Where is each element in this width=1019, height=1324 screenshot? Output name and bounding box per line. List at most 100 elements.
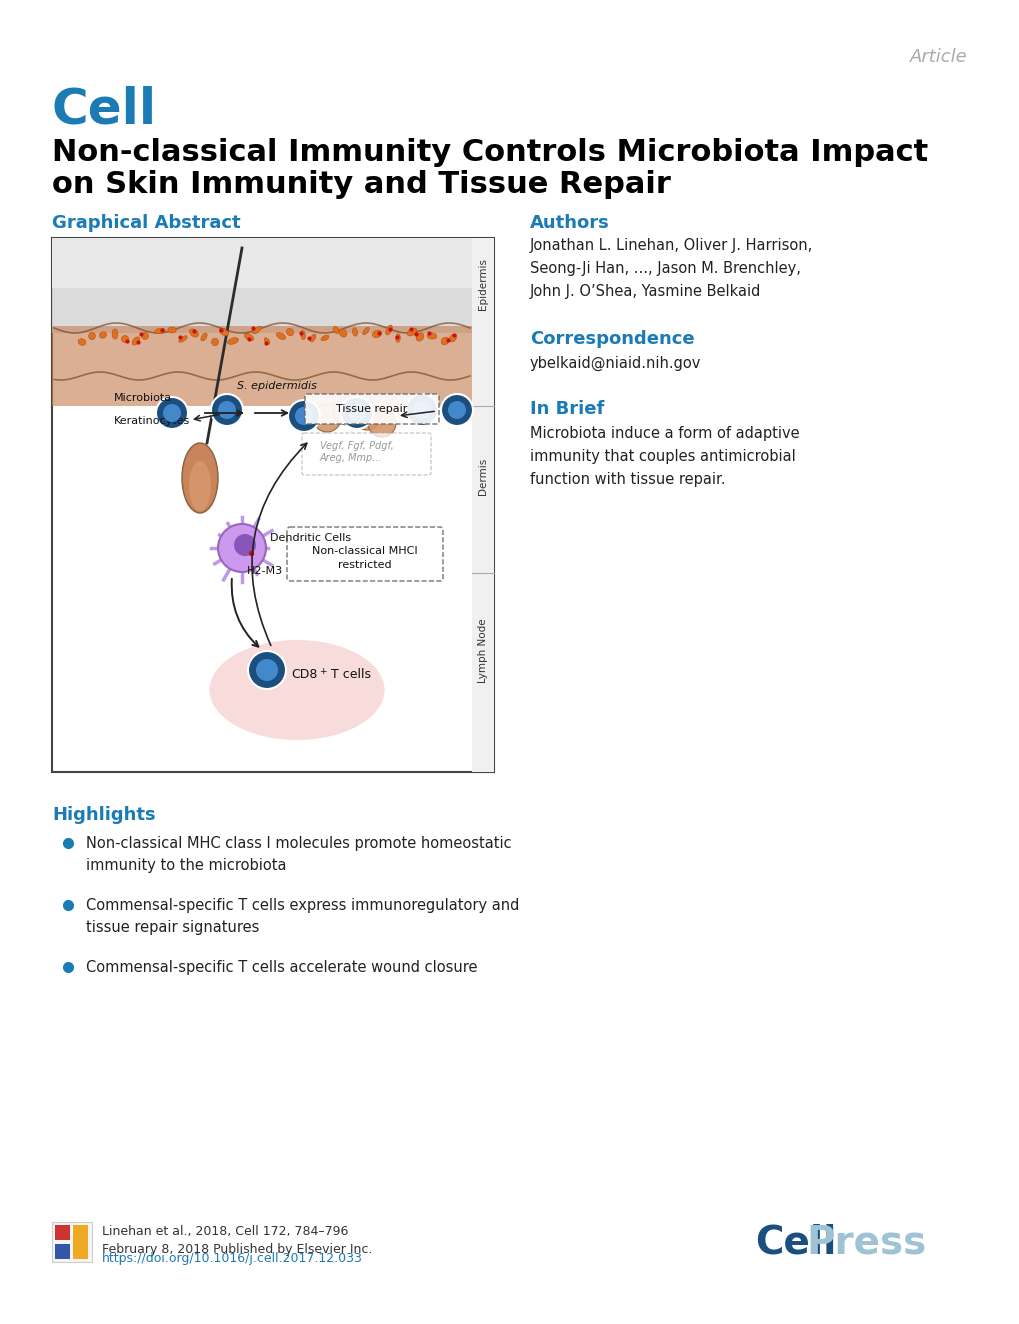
Circle shape	[413, 401, 431, 418]
Ellipse shape	[416, 332, 424, 342]
Text: Dendritic Cells: Dendritic Cells	[270, 534, 351, 543]
Text: Linehan et al., 2018, Cell 172, 784–796
February 8, 2018 Published by Elsevier I: Linehan et al., 2018, Cell 172, 784–796 …	[102, 1225, 372, 1256]
Text: Non-classical MHCI
restricted: Non-classical MHCI restricted	[312, 545, 418, 571]
FancyBboxPatch shape	[472, 238, 493, 772]
Ellipse shape	[264, 338, 270, 344]
Ellipse shape	[112, 328, 118, 339]
Ellipse shape	[99, 332, 106, 338]
Text: Article: Article	[909, 48, 967, 66]
Text: Lymph Node: Lymph Node	[478, 618, 487, 683]
Circle shape	[313, 404, 340, 432]
Ellipse shape	[353, 328, 357, 336]
Text: Press: Press	[805, 1223, 925, 1260]
Circle shape	[353, 402, 381, 430]
Circle shape	[248, 651, 285, 688]
FancyBboxPatch shape	[52, 238, 493, 772]
Text: Cell: Cell	[52, 85, 157, 132]
Text: on Skin Immunity and Tissue Repair: on Skin Immunity and Tissue Repair	[52, 169, 671, 199]
Text: S. epidermidis: S. epidermidis	[236, 381, 317, 391]
Text: Authors: Authors	[530, 214, 609, 232]
Text: Non-classical MHC class I molecules promote homeostatic
immunity to the microbio: Non-classical MHC class I molecules prom…	[86, 835, 512, 873]
Circle shape	[287, 400, 320, 432]
Circle shape	[406, 395, 437, 426]
Text: Cell: Cell	[754, 1223, 836, 1260]
Ellipse shape	[201, 334, 207, 340]
Ellipse shape	[363, 327, 369, 335]
Ellipse shape	[178, 336, 187, 343]
Circle shape	[233, 534, 256, 556]
Text: Non-classical Immunity Controls Microbiota Impact: Non-classical Immunity Controls Microbio…	[52, 138, 927, 167]
Circle shape	[347, 404, 366, 422]
Ellipse shape	[219, 328, 228, 336]
FancyBboxPatch shape	[305, 395, 438, 424]
FancyBboxPatch shape	[52, 326, 472, 406]
Text: Graphical Abstract: Graphical Abstract	[52, 214, 240, 232]
FancyBboxPatch shape	[52, 1222, 92, 1262]
Text: Commensal-specific T cells accelerate wound closure: Commensal-specific T cells accelerate wo…	[86, 960, 477, 974]
Text: Commensal-specific T cells express immunoregulatory and
tissue repair signatures: Commensal-specific T cells express immun…	[86, 898, 519, 935]
Ellipse shape	[245, 334, 254, 340]
Text: Keratinocytes: Keratinocytes	[114, 416, 191, 426]
FancyBboxPatch shape	[55, 1245, 70, 1259]
Text: Correspondence: Correspondence	[530, 330, 694, 348]
Ellipse shape	[310, 334, 316, 342]
Ellipse shape	[276, 332, 285, 339]
Ellipse shape	[132, 336, 140, 346]
Circle shape	[156, 397, 187, 429]
Ellipse shape	[142, 332, 149, 339]
Text: Tissue repair: Tissue repair	[336, 404, 408, 414]
Ellipse shape	[427, 332, 436, 339]
Ellipse shape	[190, 328, 199, 338]
Circle shape	[256, 659, 278, 681]
Circle shape	[211, 395, 243, 426]
Ellipse shape	[385, 326, 392, 335]
Ellipse shape	[209, 639, 384, 740]
Text: Microbiota induce a form of adaptive
immunity that couples antimicrobial
functio: Microbiota induce a form of adaptive imm…	[530, 426, 799, 487]
Text: H2-M3: H2-M3	[247, 565, 283, 576]
Text: Jonathan L. Linehan, Oliver J. Harrison,
Seong-Ji Han, ..., Jason M. Brenchley,
: Jonathan L. Linehan, Oliver J. Harrison,…	[530, 238, 812, 299]
Circle shape	[294, 406, 313, 425]
Ellipse shape	[121, 335, 128, 343]
Text: +: +	[319, 666, 326, 675]
Ellipse shape	[372, 330, 381, 338]
FancyBboxPatch shape	[302, 433, 431, 475]
Text: ybelkaid@niaid.nih.gov: ybelkaid@niaid.nih.gov	[530, 356, 701, 371]
FancyBboxPatch shape	[52, 238, 472, 334]
Ellipse shape	[301, 331, 305, 340]
Ellipse shape	[286, 328, 293, 336]
Ellipse shape	[395, 334, 399, 343]
Text: CD8: CD8	[290, 669, 317, 682]
Ellipse shape	[321, 335, 329, 340]
Text: In Brief: In Brief	[530, 400, 604, 418]
Ellipse shape	[89, 332, 95, 340]
FancyBboxPatch shape	[55, 1225, 70, 1241]
Ellipse shape	[253, 326, 261, 334]
Circle shape	[332, 397, 361, 425]
Text: Highlights: Highlights	[52, 806, 156, 824]
Ellipse shape	[440, 338, 448, 344]
Text: https://doi.org/10.1016/j.cell.2017.12.033: https://doi.org/10.1016/j.cell.2017.12.0…	[102, 1253, 363, 1264]
Circle shape	[368, 409, 395, 437]
Ellipse shape	[78, 339, 86, 346]
FancyBboxPatch shape	[73, 1225, 88, 1259]
Ellipse shape	[181, 444, 218, 512]
Text: Vegf, Fgf, Pdgf,
Areg, Mmp...: Vegf, Fgf, Pdgf, Areg, Mmp...	[320, 441, 393, 462]
Circle shape	[218, 401, 235, 418]
Circle shape	[163, 404, 180, 422]
Ellipse shape	[155, 328, 165, 334]
Ellipse shape	[168, 327, 176, 334]
Circle shape	[447, 401, 466, 418]
Text: Epidermis: Epidermis	[478, 258, 487, 310]
FancyBboxPatch shape	[52, 238, 472, 289]
Circle shape	[440, 395, 473, 426]
Circle shape	[218, 524, 266, 572]
Text: Microbiota: Microbiota	[114, 393, 172, 402]
Ellipse shape	[189, 461, 211, 511]
Ellipse shape	[227, 338, 238, 344]
Text: Dermis: Dermis	[478, 458, 487, 495]
Ellipse shape	[407, 328, 417, 336]
Ellipse shape	[211, 339, 218, 346]
Ellipse shape	[333, 327, 338, 334]
Text: T cells: T cells	[327, 669, 371, 682]
Circle shape	[340, 397, 373, 429]
